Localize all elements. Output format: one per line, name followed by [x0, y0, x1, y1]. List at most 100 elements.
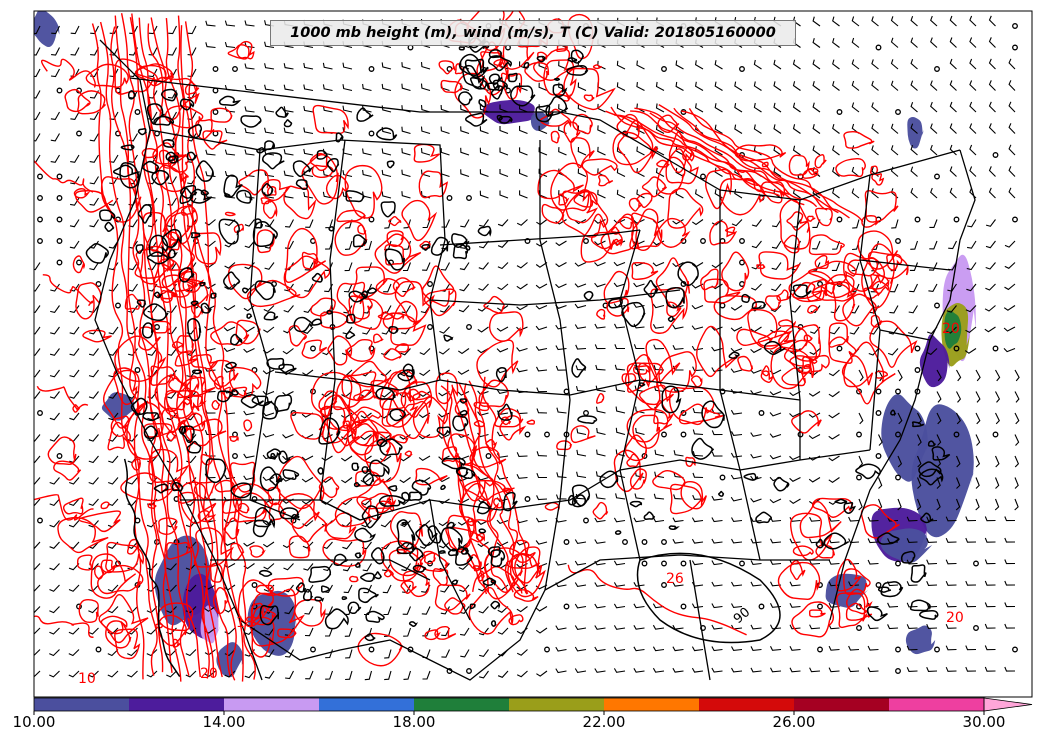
- temperature-contour: [843, 130, 875, 149]
- calm-circle: [310, 646, 316, 653]
- wind-barb: [89, 197, 99, 206]
- wind-barb: [789, 477, 801, 482]
- temperature-contour: [440, 385, 488, 595]
- height-contour: [436, 426, 451, 436]
- wind-barb: [459, 606, 470, 615]
- wind-barb: [967, 240, 977, 249]
- wind-barb: [535, 346, 548, 351]
- wind-barb: [616, 103, 626, 113]
- wind-barb: [945, 645, 957, 651]
- wind-barb: [930, 123, 938, 134]
- temperature-contour: [72, 404, 81, 413]
- wind-barb: [926, 537, 938, 543]
- wind-barb: [166, 563, 177, 571]
- wind-barb: [714, 167, 723, 177]
- wind-barb: [538, 104, 548, 113]
- height-contour: [911, 421, 925, 428]
- wind-barb: [264, 262, 275, 270]
- height-contour: [351, 462, 360, 472]
- wind-barb: [751, 240, 762, 249]
- wind-barb: [926, 580, 938, 586]
- height-contour: [401, 491, 411, 501]
- political-boundaries: [94, 39, 976, 681]
- wind-barb: [917, 434, 922, 446]
- temperature-contour-label: 18: [236, 615, 254, 631]
- temperature-contour: [268, 502, 287, 521]
- temperature-contour: [91, 23, 145, 680]
- wind-barb: [910, 240, 919, 250]
- calm-circle: [310, 345, 316, 352]
- boundary-line: [149, 129, 301, 521]
- wind-barb: [750, 369, 762, 374]
- colorbar-segment: [414, 698, 510, 711]
- height-contour: [141, 160, 160, 174]
- height-contour: [490, 579, 497, 584]
- calm-circle: [641, 539, 648, 545]
- wind-barb: [711, 451, 723, 457]
- wind-barb: [936, 412, 942, 425]
- wind-barb: [871, 102, 879, 113]
- wind-barb: [984, 305, 996, 312]
- wind-barb: [753, 59, 762, 70]
- wind-barb: [945, 666, 957, 672]
- wind-barb: [555, 324, 567, 330]
- wind-barb: [70, 111, 80, 120]
- height-contour: [258, 569, 273, 577]
- height-contour: [241, 287, 249, 294]
- temperature-contour: [507, 552, 546, 598]
- wind-barb: [301, 477, 314, 483]
- wind-barb: [555, 646, 567, 652]
- wind-barb: [930, 144, 938, 156]
- wind-barb: [936, 477, 941, 489]
- wind-barb: [34, 25, 41, 35]
- colorbar-segment: [319, 698, 415, 711]
- wind-barb: [128, 262, 138, 271]
- wind-barb: [381, 148, 392, 156]
- wind-barb: [305, 219, 314, 228]
- wind-barb: [984, 580, 996, 586]
- wind-barb: [594, 282, 606, 288]
- wind-barb: [340, 434, 353, 440]
- temperature-contour: [603, 270, 630, 304]
- wind-barb: [107, 670, 119, 678]
- wind-barb: [672, 667, 684, 673]
- temperature-contour: [606, 297, 630, 317]
- wind-barb: [187, 47, 197, 56]
- height-contour: [918, 461, 942, 478]
- height-contour: [386, 160, 395, 169]
- height-contour: [240, 394, 264, 409]
- height-contour: [275, 106, 289, 118]
- wind-barb: [362, 83, 372, 92]
- height-contour: [931, 446, 951, 461]
- wind-barb: [889, 305, 899, 314]
- colorbar-segment: [129, 698, 225, 711]
- wind-barb: [477, 411, 489, 416]
- wind-barb: [1014, 477, 1019, 489]
- wind-barb: [224, 41, 236, 49]
- wind-barb: [363, 584, 372, 594]
- wind-barb: [809, 667, 821, 673]
- wind-barb: [51, 47, 60, 56]
- wind-barb: [890, 16, 899, 27]
- wind-barb: [88, 434, 99, 442]
- wind-barb: [223, 326, 236, 332]
- wind-barb: [930, 80, 938, 91]
- wind-barb: [224, 262, 236, 269]
- wind-barb: [88, 391, 99, 399]
- height-contour: [455, 466, 469, 478]
- wind-barb: [633, 668, 645, 673]
- wind-barb: [672, 324, 684, 330]
- wind-barb: [789, 602, 801, 608]
- height-contour: [278, 450, 291, 464]
- temperature-contour: [85, 63, 129, 88]
- calm-circle: [700, 173, 706, 180]
- wind-barb: [1004, 666, 1016, 672]
- wind-barb: [519, 190, 528, 199]
- wind-barb: [68, 627, 80, 635]
- wind-barb: [383, 606, 392, 616]
- wind-barb: [750, 581, 762, 587]
- wind-barb: [49, 670, 60, 678]
- wind-barb: [789, 667, 801, 673]
- wind-barb: [282, 433, 294, 439]
- wind-barb: [457, 369, 470, 375]
